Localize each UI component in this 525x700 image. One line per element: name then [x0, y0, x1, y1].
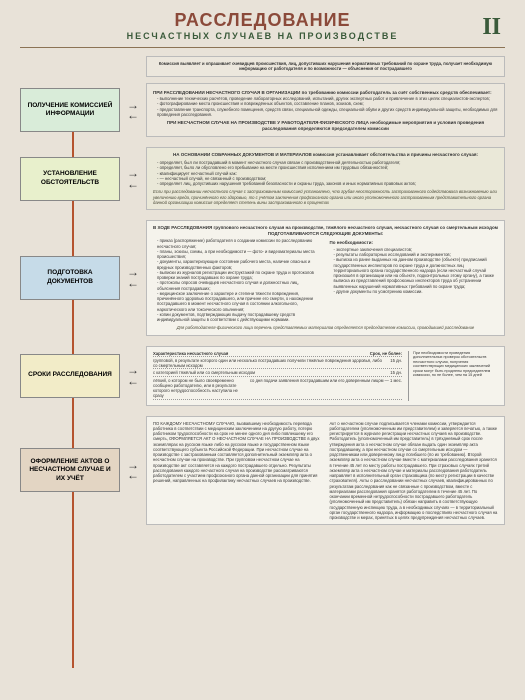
sub-heading: По необходимости:: [330, 240, 499, 246]
list-item: копии документов, подтверждающих выдачу …: [157, 312, 322, 323]
arrow-left-icon: ←: [127, 377, 139, 385]
bidir-arrows: → ←: [120, 268, 146, 287]
list-item: приказ (распоряжение) работодателя о соз…: [157, 238, 322, 249]
stage-row-2: УСТАНОВЛЕНИЕ ОБСТОЯТЕЛЬСТВ → ← НА ОСНОВА…: [20, 147, 505, 210]
left-column: ПО КАЖДОМУ НЕСЧАСТНОМУ СЛУЧАЮ, вызвавшем…: [153, 421, 322, 521]
list-item: выписки из журналов регистрации инструкт…: [157, 270, 322, 281]
intro-panel: Комиссия выявляет и опрашивает очевидцев…: [146, 56, 505, 77]
col-header: Срок, не более:: [370, 351, 402, 356]
two-column: приказ (распоряжение) работодателя о соз…: [153, 238, 498, 322]
stage-row-4: СРОКИ РАССЛЕДОВАНИЯ → ← Характеристика н…: [20, 346, 505, 406]
stage-row-3: ПОДГОТОВКА ДОКУМЕНТОВ → ← В ХОДЕ РАССЛЕД…: [20, 220, 505, 336]
item-list: выполнение технических расчётов, проведе…: [153, 96, 498, 117]
list-item: документы, характеризующие состояние раб…: [157, 259, 322, 270]
stage-row-5: ОФОРМЛЕНИЕ АКТОВ О НЕСЧАСТНОМ СЛУЧАЕ И И…: [20, 416, 505, 526]
stage-box-5: ОФОРМЛЕНИЕ АКТОВ О НЕСЧАСТНОМ СЛУЧАЕ И И…: [20, 448, 120, 492]
col-header: Характеристика несчастного случая: [153, 351, 228, 356]
list-item: медицинское заключение о характере и сте…: [157, 291, 322, 312]
arrow-left-icon: ←: [127, 111, 139, 119]
deadlines-block: Характеристика несчастного случая Срок, …: [153, 351, 402, 401]
list-item: другие документы по усмотрению комиссии.: [334, 289, 499, 294]
stage-panel-2: НА ОСНОВАНИИ СОБРАННЫХ ДОКУМЕНТОВ И МАТЕ…: [146, 147, 505, 210]
deadline-val: со дня подачи заявления пострадавшим или…: [250, 378, 402, 399]
bidir-arrows: → ←: [120, 169, 146, 188]
content-area: Комиссия выявляет и опрашивает очевидцев…: [0, 48, 525, 525]
panel-heading: В ХОДЕ РАССЛЕДОВАНИЯ группового несчастн…: [153, 225, 498, 236]
list-item: выписка из ранее выданных на данном прои…: [334, 257, 499, 289]
stage-panel-3: В ХОДЕ РАССЛЕДОВАНИЯ группового несчастн…: [146, 220, 505, 336]
deadline-val: 15 дн.: [390, 370, 402, 375]
bidir-arrows: → ←: [120, 461, 146, 480]
deadline-desc: с категорией тяжёлый или со смертельным …: [153, 370, 390, 375]
stage-panel-1: ПРИ РАССЛЕДОВАНИИ НЕСЧАСТНОГО СЛУЧАЯ В О…: [146, 83, 505, 138]
deadline-desc: групповой, в результате которого один ил…: [153, 358, 390, 369]
panel-footer: ПРИ НЕСЧАСТНОМ СЛУЧАЕ НА ПРОИЗВОДСТВЕ У …: [153, 120, 498, 131]
side-note: При необходимости проведения дополнитель…: [408, 351, 498, 401]
right-column: Акт о несчастном случае подписывается чл…: [330, 421, 499, 521]
arrow-left-icon: ←: [127, 180, 139, 188]
italic-note: Если при расследовании несчастного случа…: [153, 189, 498, 205]
arrow-left-icon: ←: [127, 279, 139, 287]
stage-row-1: ПОЛУЧЕНИЕ КОМИССИЕЙ ИНФОРМАЦИИ → ← ПРИ Р…: [20, 83, 505, 138]
list-item: протоколы опросов очевидцев несчастного …: [157, 280, 322, 291]
page-title: РАССЛЕДОВАНИЕ: [20, 10, 505, 31]
list-item: предоставление транспорта, служебного по…: [157, 107, 498, 118]
stage-box-3: ПОДГОТОВКА ДОКУМЕНТОВ: [20, 256, 120, 300]
list-item: определяет лиц, допустивших нарушения тр…: [157, 181, 498, 186]
right-column: По необходимости: экспертные заключения …: [330, 238, 499, 322]
item-list: определяет, был ли пострадавший в момент…: [153, 160, 498, 186]
deadline-val: 15 дн.: [390, 358, 402, 369]
stage-box-2: УСТАНОВЛЕНИЕ ОБСТОЯТЕЛЬСТВ: [20, 157, 120, 201]
intro-text: Комиссия выявляет и опрашивает очевидцев…: [153, 61, 498, 72]
page-subtitle: НЕСЧАСТНЫХ СЛУЧАЕВ НА ПРОИЗВОДСТВЕ: [20, 31, 505, 41]
panel-heading: НА ОСНОВАНИИ СОБРАННЫХ ДОКУМЕНТОВ И МАТЕ…: [153, 152, 498, 158]
stage-box-4: СРОКИ РАССЛЕДОВАНИЯ: [20, 354, 120, 398]
italic-note: Для работодателя-физического лица перече…: [153, 325, 498, 330]
bidir-arrows: → ←: [120, 101, 146, 120]
bidir-arrows: → ←: [120, 366, 146, 385]
deadline-desc: лёгкий, о котором не было своевременно с…: [153, 378, 250, 399]
arrow-left-icon: ←: [127, 471, 139, 479]
left-column: приказ (распоряжение) работодателя о соз…: [153, 238, 322, 322]
two-column: ПО КАЖДОМУ НЕСЧАСТНОМУ СЛУЧАЮ, вызвавшем…: [153, 421, 498, 521]
stage-panel-4: Характеристика несчастного случая Срок, …: [146, 346, 505, 406]
stage-box-1: ПОЛУЧЕНИЕ КОМИССИЕЙ ИНФОРМАЦИИ: [20, 88, 120, 132]
page-header: РАССЛЕДОВАНИЕ НЕСЧАСТНЫХ СЛУЧАЕВ НА ПРОИ…: [20, 0, 505, 48]
stage-panel-5: ПО КАЖДОМУ НЕСЧАСТНОМУ СЛУЧАЮ, вызвавшем…: [146, 416, 505, 526]
panel-heading: ПРИ РАССЛЕДОВАНИИ НЕСЧАСТНОГО СЛУЧАЯ В О…: [153, 90, 498, 96]
list-item: планы, эскизы, схемы, а при необходимост…: [157, 249, 322, 260]
